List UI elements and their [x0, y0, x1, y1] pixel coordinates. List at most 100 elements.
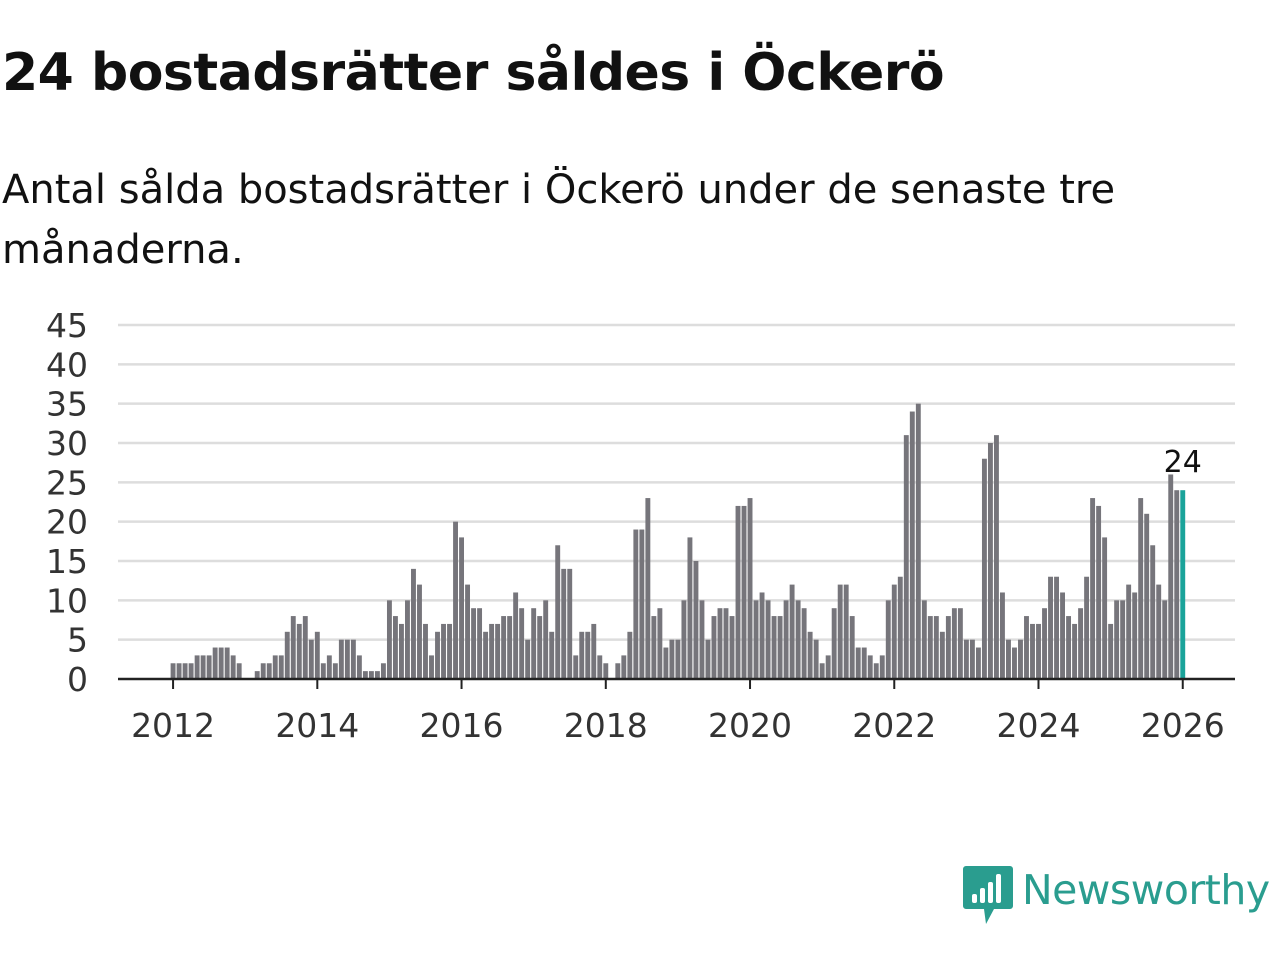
- bar: [729, 616, 735, 679]
- bar: [344, 639, 350, 679]
- bar: [296, 623, 302, 679]
- y-tick-label: 10: [46, 581, 88, 620]
- bar: [897, 576, 903, 679]
- bar: [843, 584, 849, 679]
- bar: [1066, 616, 1072, 679]
- bar: [933, 616, 939, 679]
- bar: [633, 529, 639, 679]
- bar: [987, 443, 993, 679]
- bar: [350, 639, 356, 679]
- bar: [525, 639, 531, 679]
- newsworthy-logo-icon: [963, 866, 1013, 924]
- bar: [651, 616, 657, 679]
- bar: [921, 600, 927, 679]
- bar: [759, 592, 765, 679]
- bar: [405, 600, 410, 679]
- bar: [621, 655, 627, 679]
- bar: [531, 608, 537, 679]
- bar: [254, 671, 260, 679]
- x-tick-label: 2026: [1141, 706, 1225, 745]
- bar: [783, 600, 789, 679]
- bar: [441, 623, 446, 679]
- bar: [741, 505, 747, 679]
- bar: [507, 616, 513, 679]
- bar: [1096, 505, 1102, 679]
- bar: [561, 568, 567, 679]
- bar: [675, 639, 681, 679]
- bar: [206, 655, 212, 679]
- bar: [278, 655, 284, 679]
- bar: [717, 608, 723, 679]
- bar: [338, 639, 344, 679]
- bar: [266, 663, 272, 679]
- bar: [290, 616, 296, 679]
- bar: [579, 631, 585, 679]
- bar: [963, 639, 969, 679]
- bar: [1072, 623, 1078, 679]
- y-tick-label: 5: [67, 621, 88, 660]
- bar: [435, 631, 440, 679]
- bar: [1006, 639, 1011, 679]
- bar: [591, 623, 597, 679]
- x-axis: 2012 2014 2016 2018 2020 2022 2024 2026: [118, 677, 1235, 745]
- y-tick-label: 0: [67, 660, 88, 699]
- bar: [807, 631, 813, 679]
- bar: [1030, 623, 1035, 679]
- bar: [681, 600, 687, 679]
- bar: [669, 639, 675, 679]
- bar: [543, 600, 549, 679]
- bar: [1144, 513, 1150, 679]
- bar: [915, 403, 921, 679]
- x-tick-label: 2014: [275, 706, 359, 745]
- bar: [272, 655, 278, 679]
- bar: [639, 529, 645, 679]
- bar: [873, 663, 879, 679]
- bar: [368, 671, 374, 679]
- bar: [374, 671, 380, 679]
- bar: [218, 647, 224, 679]
- bar: [1174, 490, 1180, 679]
- bar: [789, 584, 795, 679]
- bar: [260, 663, 266, 679]
- bar: [993, 435, 999, 679]
- bar: [1132, 592, 1138, 679]
- bar: [765, 600, 771, 679]
- bar: [909, 411, 915, 679]
- bar: [200, 655, 206, 679]
- y-tick-label: 25: [46, 463, 88, 502]
- bar: [975, 647, 981, 679]
- bar: [1018, 639, 1023, 679]
- bar: [314, 631, 320, 679]
- bar: [1102, 537, 1108, 679]
- bar: [332, 663, 338, 679]
- bar: [771, 616, 777, 679]
- bar: [1048, 576, 1053, 679]
- y-tick-label: 35: [46, 385, 88, 424]
- latest-value-label: 24: [1164, 445, 1202, 480]
- x-tick-label: 2012: [131, 706, 215, 745]
- bar: [1120, 600, 1126, 679]
- bar: [645, 498, 651, 679]
- chart-subtitle: Antal sålda bostadsrätter i Öckerö under…: [2, 167, 1116, 273]
- bar: [735, 505, 741, 679]
- bar: [927, 616, 933, 679]
- bar: [1012, 647, 1017, 679]
- bar: [465, 584, 471, 679]
- bar: [939, 631, 945, 679]
- bar: [170, 663, 176, 679]
- y-tick-label: 40: [46, 345, 88, 384]
- bar: [230, 655, 236, 679]
- bar: [555, 545, 561, 679]
- bar: [825, 655, 831, 679]
- y-tick-label: 45: [46, 306, 88, 345]
- bar: [573, 655, 579, 679]
- bar: [795, 600, 801, 679]
- bar: [326, 655, 332, 679]
- bar: [1138, 498, 1144, 679]
- x-tick-label: 2018: [564, 706, 648, 745]
- bar: [380, 663, 386, 679]
- bar: [1060, 592, 1065, 679]
- bar: [855, 647, 861, 679]
- bar: [495, 623, 501, 679]
- bar: [981, 458, 987, 679]
